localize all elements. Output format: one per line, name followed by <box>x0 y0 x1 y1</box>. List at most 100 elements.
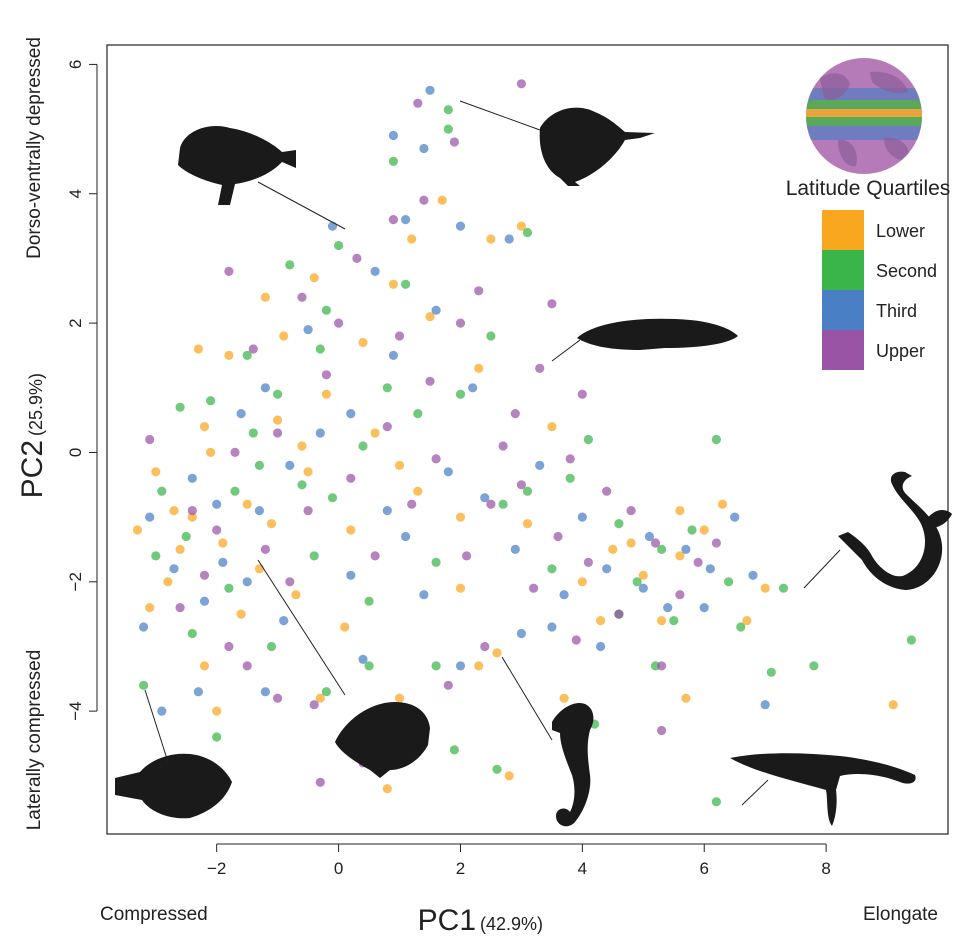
x-tick-label-1: 0 <box>334 859 343 878</box>
point-lower-53 <box>291 590 301 600</box>
point-third-43 <box>644 531 655 542</box>
point-lower-58 <box>699 525 709 535</box>
point-third-46 <box>388 350 398 360</box>
point-second-14 <box>906 635 917 645</box>
point-lower-1 <box>516 221 527 231</box>
point-lower-21 <box>492 648 502 658</box>
point-third-53 <box>419 590 429 600</box>
point-second-18 <box>687 525 697 535</box>
point-second-26 <box>175 402 185 412</box>
point-lower-47 <box>321 389 331 399</box>
point-upper-38 <box>346 473 356 483</box>
point-lower-32 <box>242 499 252 509</box>
point-third-21 <box>431 305 441 315</box>
point-lower-50 <box>163 577 173 587</box>
x-tick-label-5: 8 <box>821 859 830 878</box>
point-lower-35 <box>455 512 466 522</box>
point-third-30 <box>382 506 392 516</box>
point-second-8 <box>492 764 502 774</box>
point-lower-40 <box>169 506 179 516</box>
point-lower-16 <box>717 499 728 509</box>
point-third-22 <box>370 266 380 276</box>
point-third-2 <box>419 143 429 154</box>
point-lower-20 <box>681 693 691 703</box>
point-lower-9 <box>382 784 392 794</box>
point-lower-29 <box>206 447 216 457</box>
point-second-41 <box>724 577 734 587</box>
point-second-47 <box>455 389 466 399</box>
x-axis-title-percent: (42.9%) <box>480 914 543 934</box>
legend-title: Latitude Quartiles <box>786 177 951 200</box>
point-second-49 <box>230 486 240 496</box>
point-third-47 <box>468 383 478 393</box>
leader-line-flatfish-top <box>459 100 541 131</box>
butterflyfish-silhouette <box>335 702 430 778</box>
point-third-45 <box>315 428 325 438</box>
point-third-6 <box>139 622 149 632</box>
point-lower-60 <box>260 292 270 302</box>
point-upper-24 <box>352 253 362 263</box>
point-lower-27 <box>224 350 234 360</box>
point-upper-3 <box>388 215 398 225</box>
point-second-0 <box>443 105 453 115</box>
point-lower-31 <box>273 415 283 425</box>
x-tick-label-4: 6 <box>699 859 708 878</box>
point-upper-43 <box>175 603 185 613</box>
point-second-4 <box>139 680 149 690</box>
legend-swatch-lower <box>822 210 864 250</box>
point-third-50 <box>705 564 715 574</box>
point-upper-37 <box>303 506 313 516</box>
point-second-43 <box>187 628 197 639</box>
point-upper-13 <box>443 680 453 690</box>
globe-icon <box>806 58 922 174</box>
point-second-34 <box>266 641 277 652</box>
point-third-38 <box>346 570 356 580</box>
eel-silhouette <box>838 471 952 590</box>
point-lower-42 <box>187 512 197 522</box>
point-upper-0 <box>516 79 527 89</box>
flounder-silhouette <box>115 753 232 819</box>
y-tick-label-4: 4 <box>66 189 85 198</box>
point-lower-51 <box>151 467 161 477</box>
point-upper-52 <box>334 318 344 328</box>
y-tick-label-5: 6 <box>66 60 85 69</box>
point-upper-7 <box>187 506 197 516</box>
point-second-19 <box>711 434 722 445</box>
point-second-59 <box>364 661 374 671</box>
point-third-52 <box>516 628 527 639</box>
point-upper-56 <box>675 590 685 600</box>
point-upper-25 <box>297 292 307 302</box>
point-lower-61 <box>388 279 398 289</box>
point-upper-21 <box>547 299 557 309</box>
point-upper-10 <box>309 700 319 710</box>
point-second-21 <box>522 486 533 496</box>
point-third-5 <box>504 234 514 244</box>
anglerfish-silhouette <box>178 126 296 205</box>
legend-label-second: Second <box>876 261 937 281</box>
point-upper-20 <box>535 363 545 373</box>
point-lower-39 <box>522 519 533 529</box>
point-lower-0 <box>486 234 496 244</box>
point-second-27 <box>242 350 252 360</box>
point-lower-44 <box>254 564 264 574</box>
y-tick-label-1: −2 <box>66 572 85 591</box>
point-upper-55 <box>626 506 636 516</box>
point-second-31 <box>254 460 264 470</box>
point-lower-34 <box>394 460 405 470</box>
point-upper-42 <box>583 557 594 568</box>
point-lower-56 <box>455 583 466 593</box>
point-third-29 <box>285 460 295 470</box>
point-second-23 <box>334 240 344 251</box>
point-upper-54 <box>474 286 484 296</box>
point-lower-37 <box>638 570 648 580</box>
point-upper-28 <box>382 422 392 432</box>
legend-swatch-second <box>822 250 864 290</box>
point-upper-1 <box>413 98 423 108</box>
y-tick-label-3: 2 <box>66 318 85 327</box>
point-third-49 <box>212 499 222 509</box>
point-upper-47 <box>425 376 435 386</box>
point-third-20 <box>327 221 338 231</box>
point-second-51 <box>486 331 496 341</box>
point-upper-8 <box>242 661 252 671</box>
leader-line-flounder <box>144 689 169 763</box>
